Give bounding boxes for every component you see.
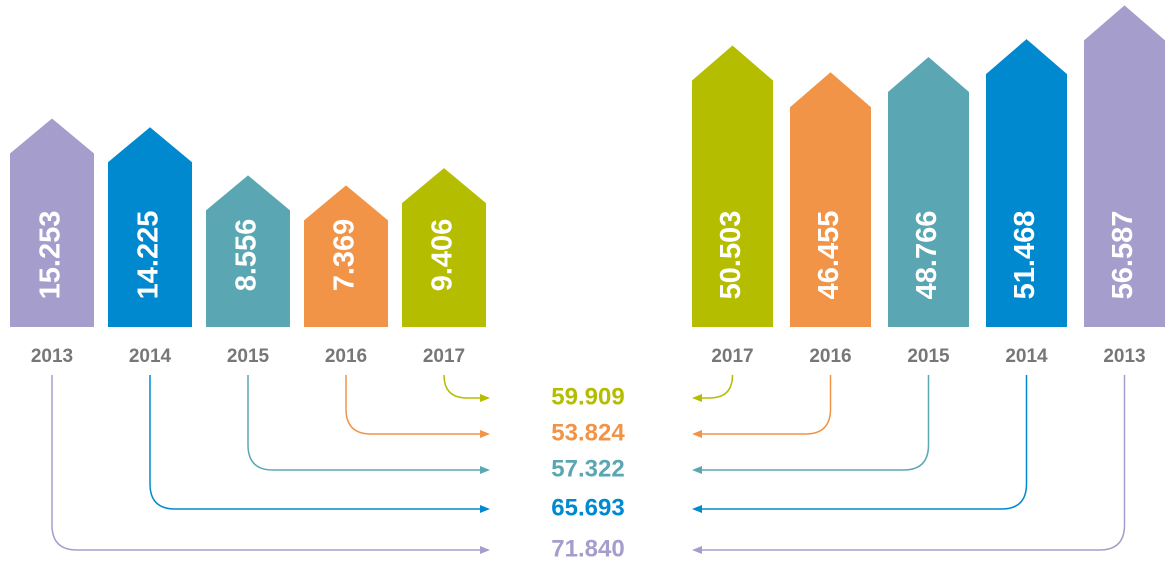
year-label: 2014 — [129, 346, 172, 367]
connector — [700, 375, 1028, 510]
bar-value-label: 46.455 — [813, 211, 845, 300]
connector — [443, 374, 482, 399]
arrowhead — [480, 394, 490, 402]
total-value: 71.840 — [551, 535, 624, 562]
connector — [700, 374, 734, 399]
year-label: 2015 — [907, 346, 950, 367]
arrowhead — [692, 394, 702, 402]
bar-value-label: 9.406 — [427, 219, 459, 292]
total-value: 65.693 — [551, 494, 624, 521]
bar-value-label: 7.369 — [329, 219, 361, 292]
bar-value-label: 56.587 — [1107, 211, 1139, 300]
arrowhead — [692, 505, 702, 513]
connector — [149, 375, 482, 510]
year-label: 2017 — [711, 346, 753, 367]
bar-value-label: 50.503 — [715, 211, 747, 300]
bar-value-label: 48.766 — [911, 211, 943, 300]
arrowhead — [480, 505, 490, 513]
arrow-bar — [692, 45, 773, 327]
connector — [51, 375, 482, 551]
arrowhead — [480, 466, 490, 474]
arrowhead — [480, 546, 490, 554]
arrowhead — [692, 430, 702, 438]
connector — [345, 375, 482, 435]
total-value: 53.824 — [551, 419, 625, 446]
arrow-bar — [304, 185, 388, 327]
arrowhead — [692, 466, 702, 474]
connector — [247, 375, 482, 471]
arrow-bar — [790, 72, 871, 327]
year-label: 2015 — [227, 346, 270, 367]
year-label: 2014 — [1005, 346, 1048, 367]
year-label: 2017 — [423, 346, 465, 367]
bar-value-label: 15.253 — [35, 211, 67, 300]
arrow-bar — [10, 118, 94, 327]
arrowhead — [692, 546, 702, 554]
arrow-bar — [206, 175, 290, 327]
bar-value-label: 51.468 — [1009, 211, 1041, 300]
total-value: 57.322 — [551, 455, 624, 482]
total-value: 59.909 — [551, 383, 624, 410]
year-label: 2016 — [809, 346, 851, 367]
connector — [700, 375, 832, 435]
connector — [700, 375, 930, 471]
arrow-bar — [986, 39, 1067, 327]
year-label: 2013 — [1103, 346, 1145, 367]
bar-value-label: 14.225 — [133, 211, 165, 300]
arrow-bar — [888, 57, 969, 327]
arrow-bar — [1084, 5, 1165, 327]
arrowhead — [480, 430, 490, 438]
arrow-bar — [108, 127, 192, 327]
connector — [700, 375, 1126, 551]
arrow-bar — [402, 168, 486, 327]
year-label: 2013 — [31, 346, 73, 367]
bar-value-label: 8.556 — [231, 219, 263, 292]
year-label: 2016 — [325, 346, 367, 367]
